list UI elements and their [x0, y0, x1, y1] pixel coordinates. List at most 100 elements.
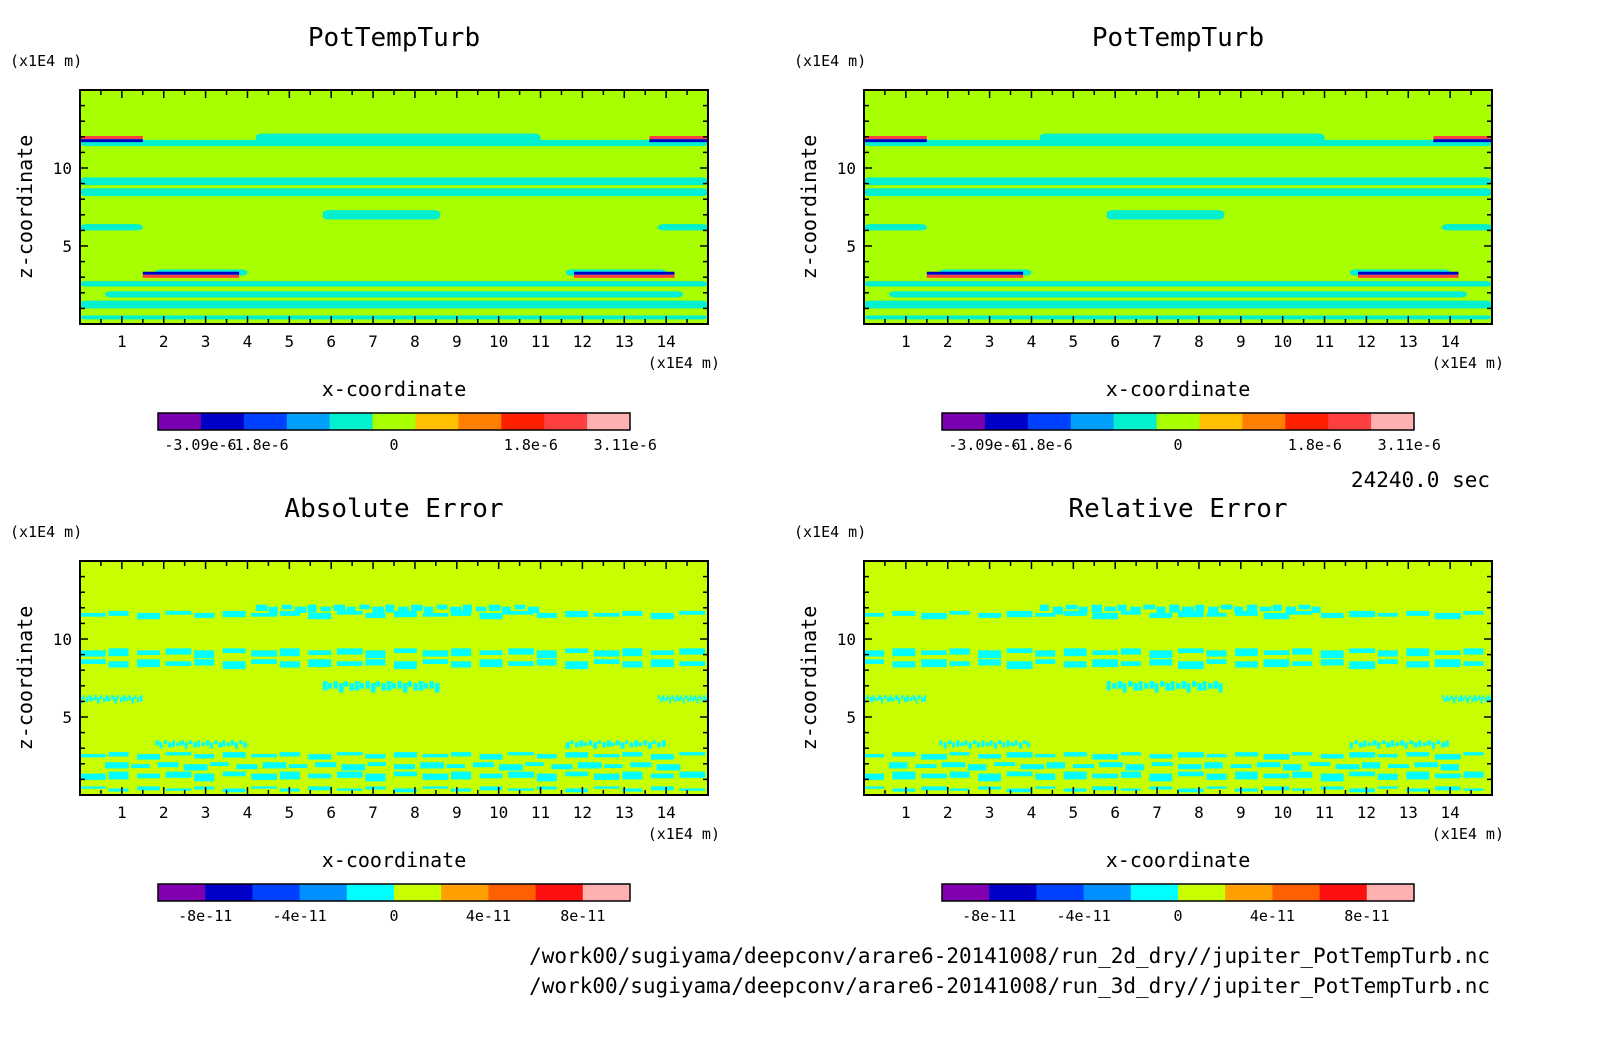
- field-patch: [372, 606, 384, 613]
- colorbar-frame: [157, 412, 631, 431]
- field-patch: [1197, 683, 1203, 691]
- field-band: [80, 139, 708, 147]
- field-patch: [137, 650, 160, 656]
- y-unit-label: (x1E4 m): [794, 523, 866, 541]
- colorbar-swatch: [989, 884, 1037, 901]
- field-patch: [1386, 742, 1391, 748]
- field-patch: [451, 648, 472, 657]
- field-patch: [872, 695, 875, 702]
- field-patch: [1292, 771, 1313, 778]
- y-tick-label: 10: [837, 159, 856, 178]
- field-patch: [226, 742, 230, 747]
- field-patch: [1404, 742, 1408, 749]
- field-patch: [1178, 752, 1204, 758]
- panel-title: Relative Error: [1068, 494, 1287, 524]
- field-patch: [949, 661, 970, 666]
- field-patch: [1406, 788, 1430, 792]
- field-patch: [680, 695, 683, 701]
- field-patch: [656, 764, 681, 771]
- field-patch: [85, 697, 88, 703]
- field-patch: [1406, 648, 1430, 657]
- colorbar-swatch: [158, 413, 202, 430]
- field-patch: [921, 612, 947, 620]
- x-tick-label: 12: [573, 332, 592, 351]
- field-patch: [1195, 604, 1205, 611]
- field-patch: [949, 648, 970, 655]
- field-patch: [1149, 773, 1173, 782]
- field-patch: [1292, 610, 1313, 615]
- x-tick-label: 11: [1315, 803, 1334, 822]
- y-unit-label: (x1E4 m): [794, 52, 866, 70]
- field-patch: [1440, 764, 1460, 771]
- field-patch: [1046, 762, 1066, 769]
- y-tick-label: 10: [53, 159, 72, 178]
- field-patch: [114, 697, 117, 704]
- colorbar-swatch: [243, 413, 288, 430]
- field-patch: [625, 740, 629, 745]
- field-feature: [80, 139, 143, 143]
- field-patch: [1078, 606, 1088, 613]
- field-patch: [949, 752, 970, 756]
- y-tick-label: 10: [837, 630, 856, 649]
- field-patch: [703, 695, 706, 702]
- field-patch: [336, 648, 363, 655]
- field-patch: [308, 786, 332, 791]
- field-patch: [620, 742, 625, 749]
- field-patch: [398, 606, 409, 612]
- field-patch: [565, 771, 589, 777]
- colorbar-swatch: [1027, 413, 1072, 430]
- x-tick-label: 3: [201, 332, 211, 351]
- field-patch: [921, 754, 947, 760]
- field-patch: [892, 648, 916, 657]
- field-patch: [579, 740, 584, 747]
- field-patch: [1204, 762, 1223, 769]
- y-unit-label: (x1E4 m): [10, 52, 82, 70]
- field-patch: [593, 786, 620, 789]
- field-patch: [1395, 742, 1399, 747]
- field-patch: [1372, 740, 1377, 746]
- field-patch: [1206, 612, 1227, 617]
- field-patch: [336, 771, 363, 778]
- field-patch: [288, 764, 308, 768]
- colorbar-swatch: [544, 413, 588, 430]
- colorbar-tick-label: 0: [1173, 907, 1182, 925]
- x-axis-label: x-coordinate: [1106, 377, 1251, 401]
- field-patch: [1006, 752, 1033, 758]
- field-patch: [307, 604, 317, 613]
- field-patch: [1035, 612, 1056, 617]
- field-patch: [949, 788, 970, 791]
- field-patch: [333, 681, 338, 689]
- field-patch: [551, 764, 573, 770]
- field-patch: [251, 612, 277, 617]
- field-patch: [1039, 604, 1049, 611]
- field-patch: [949, 771, 970, 778]
- field-patch: [977, 742, 980, 748]
- field-patch: [1434, 612, 1461, 620]
- colorbar-swatch: [1070, 413, 1115, 430]
- field-patch: [341, 764, 366, 771]
- field-patch: [1285, 606, 1297, 615]
- field-patch: [194, 773, 215, 782]
- field-patch: [80, 697, 83, 704]
- field-patch: [176, 742, 180, 747]
- field-patch: [222, 740, 226, 747]
- field-patch: [918, 695, 921, 699]
- field-patch: [593, 742, 598, 749]
- colorbar-tick-label: 3.11e-6: [1378, 436, 1441, 454]
- field-patch: [1169, 604, 1180, 613]
- field-patch: [365, 786, 386, 790]
- field-patch: [381, 683, 386, 691]
- field-patch: [1218, 683, 1223, 693]
- x-axis-label: x-coordinate: [322, 377, 467, 401]
- field-patch: [108, 648, 129, 657]
- field-patch: [1463, 661, 1484, 666]
- field-patch: [1482, 695, 1485, 699]
- field-patch: [1213, 681, 1219, 689]
- field-patch: [886, 697, 890, 703]
- field-patch: [947, 740, 952, 745]
- x-tick-label: 4: [243, 803, 253, 822]
- field-patch: [234, 742, 238, 749]
- field-band: [80, 315, 708, 320]
- x-tick-label: 3: [985, 803, 995, 822]
- field-patch: [923, 695, 926, 702]
